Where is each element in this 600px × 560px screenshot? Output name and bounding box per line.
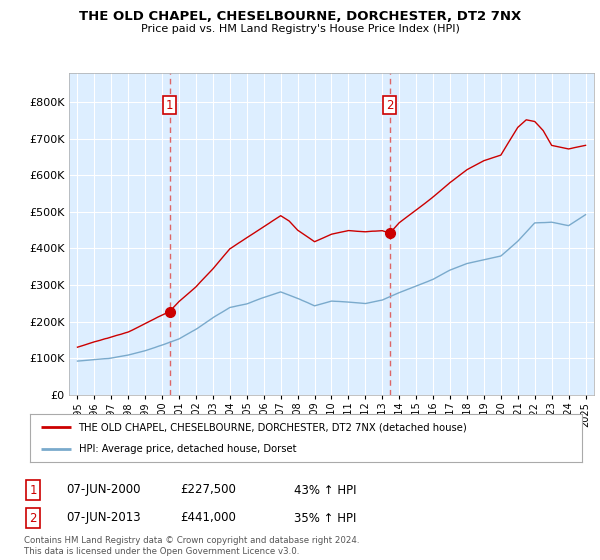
Text: 2: 2: [29, 511, 37, 525]
Text: 2: 2: [386, 99, 394, 111]
Text: Contains HM Land Registry data © Crown copyright and database right 2024.: Contains HM Land Registry data © Crown c…: [24, 536, 359, 545]
Text: 43% ↑ HPI: 43% ↑ HPI: [294, 483, 356, 497]
Text: 07-JUN-2000: 07-JUN-2000: [66, 483, 140, 497]
Text: 1: 1: [166, 99, 173, 111]
Text: £441,000: £441,000: [180, 511, 236, 525]
Text: 35% ↑ HPI: 35% ↑ HPI: [294, 511, 356, 525]
Text: 1: 1: [29, 483, 37, 497]
Text: THE OLD CHAPEL, CHESELBOURNE, DORCHESTER, DT2 7NX (detached house): THE OLD CHAPEL, CHESELBOURNE, DORCHESTER…: [79, 422, 467, 432]
Text: THE OLD CHAPEL, CHESELBOURNE, DORCHESTER, DT2 7NX: THE OLD CHAPEL, CHESELBOURNE, DORCHESTER…: [79, 10, 521, 23]
Text: Price paid vs. HM Land Registry's House Price Index (HPI): Price paid vs. HM Land Registry's House …: [140, 24, 460, 34]
Text: HPI: Average price, detached house, Dorset: HPI: Average price, detached house, Dors…: [79, 444, 296, 454]
Text: 07-JUN-2013: 07-JUN-2013: [66, 511, 140, 525]
Text: This data is licensed under the Open Government Licence v3.0.: This data is licensed under the Open Gov…: [24, 547, 299, 556]
Text: £227,500: £227,500: [180, 483, 236, 497]
